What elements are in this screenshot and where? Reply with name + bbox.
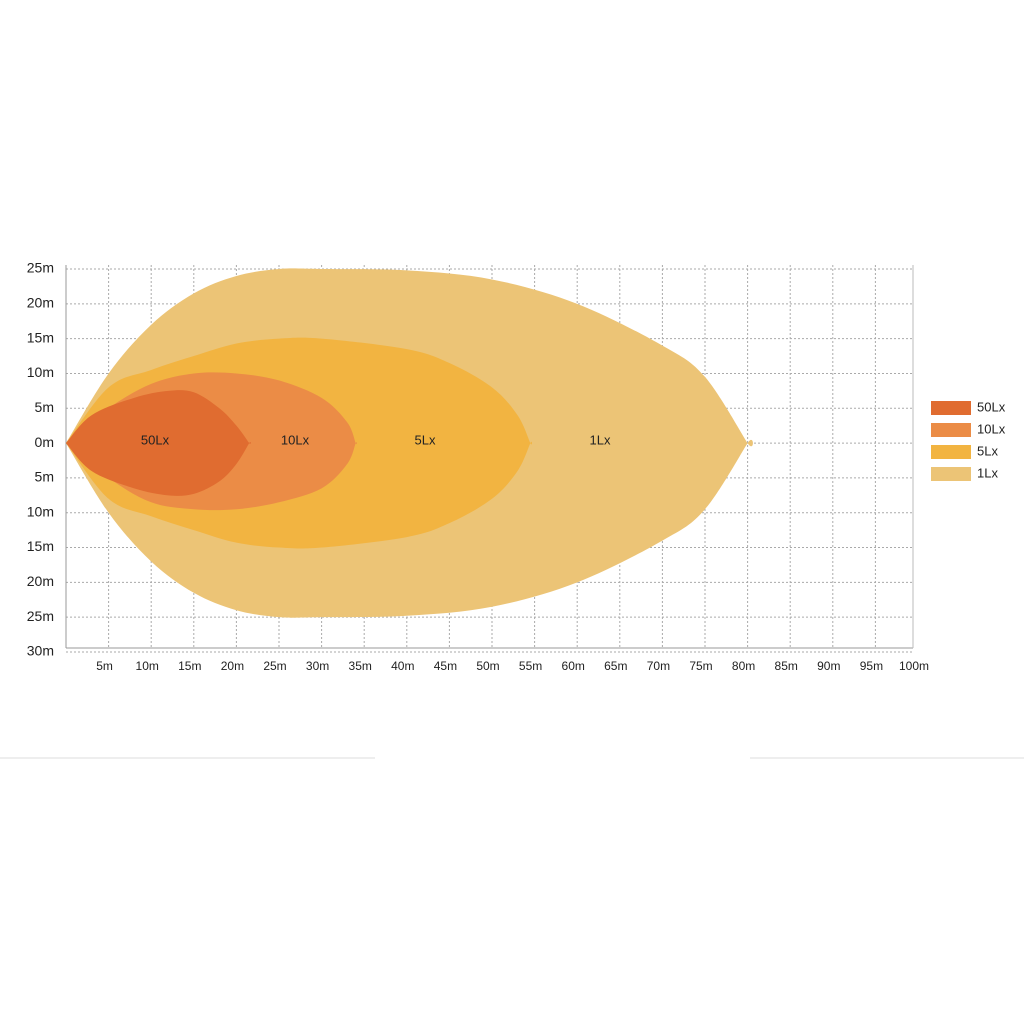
y-tick-label: 15m [27,538,54,554]
zone-label: 1Lx [590,432,611,447]
x-tick-label: 75m [689,659,712,673]
y-tick-label: 15m [27,329,54,345]
legend-label: 50Lx [977,399,1006,414]
zone-label: 10Lx [281,432,310,447]
y-tick-label: 20m [27,295,54,311]
legend-swatch [931,467,971,481]
x-tick-label: 10m [136,659,159,673]
x-tick-label: 100m [899,659,929,673]
y-tick-label: 5m [35,469,54,485]
zone-label: 5Lx [415,432,436,447]
y-tick-label: 20m [27,573,54,589]
y-tick-label: 5m [35,399,54,415]
x-tick-label: 30m [306,659,329,673]
x-tick-label: 25m [263,659,286,673]
x-tick-label: 90m [817,659,840,673]
x-tick-label: 60m [562,659,585,673]
x-tick-label: 5m [96,659,113,673]
x-tick-label: 55m [519,659,542,673]
x-tick-label: 80m [732,659,755,673]
legend-swatch [931,401,971,415]
y-tick-label: 10m [27,503,54,519]
isolux-zone [66,390,251,496]
y-tick-label: 10m [27,364,54,380]
x-tick-label: 95m [860,659,883,673]
x-tick-label: 45m [434,659,457,673]
y-tick-label: 25m [27,608,54,624]
y-tick-label: 30m [27,643,54,659]
x-tick-label: 85m [775,659,798,673]
x-tick-label: 50m [476,659,499,673]
x-tick-label: 40m [391,659,414,673]
x-tick-label: 20m [221,659,244,673]
legend-swatch [931,445,971,459]
legend-swatch [931,423,971,437]
legend-label: 10Lx [977,421,1006,436]
y-tick-label: 0m [35,434,54,450]
x-tick-label: 65m [604,659,627,673]
legend-label: 5Lx [977,443,998,458]
x-tick-label: 35m [349,659,372,673]
x-tick-label: 70m [647,659,670,673]
y-tick-label: 25m [27,260,54,276]
x-tick-label: 15m [178,659,201,673]
zone-label: 50Lx [141,432,170,447]
legend-label: 1Lx [977,465,998,480]
